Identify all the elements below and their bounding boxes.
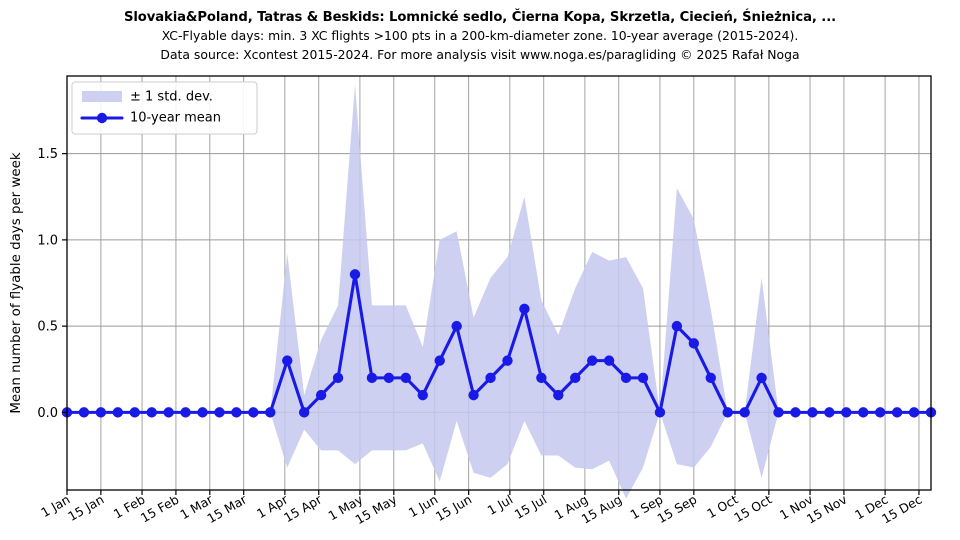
data-point xyxy=(197,407,208,418)
data-point xyxy=(858,407,869,418)
std-dev-band xyxy=(67,84,931,499)
data-point xyxy=(485,372,496,384)
data-point xyxy=(315,389,327,401)
x-tick-label: 1 Jul xyxy=(485,492,516,518)
x-tick-label: 15 Feb xyxy=(138,492,182,526)
x-tick-label: 15 Jun xyxy=(433,492,474,525)
data-point xyxy=(654,407,666,418)
chart-subtitle-2: Data source: Xcontest 2015-2024. For mor… xyxy=(160,46,800,62)
data-point xyxy=(586,355,598,366)
data-point xyxy=(671,320,683,332)
y-tick-label: 1.5 xyxy=(37,147,58,162)
data-point xyxy=(78,407,90,418)
data-point xyxy=(620,372,632,384)
legend-swatch-band xyxy=(82,91,122,102)
data-point xyxy=(519,303,530,315)
data-point xyxy=(95,407,107,418)
data-point xyxy=(739,407,750,418)
data-point xyxy=(129,407,140,418)
data-point xyxy=(417,389,428,401)
data-point xyxy=(553,389,564,401)
data-point xyxy=(112,407,124,418)
x-tick-label: 15 Jan xyxy=(65,492,106,524)
data-point xyxy=(451,320,462,332)
chart-header: Slovakia&Poland, Tatras & Beskids: Lomni… xyxy=(0,0,960,64)
data-point xyxy=(231,407,242,418)
x-tick-label: 15 Apr xyxy=(281,491,325,525)
data-point xyxy=(248,407,259,418)
plot-frame xyxy=(66,75,932,491)
legend-swatch-marker xyxy=(96,112,108,124)
data-point xyxy=(908,407,920,418)
data-point xyxy=(282,355,293,366)
data-point xyxy=(874,407,886,418)
data-point xyxy=(349,269,361,280)
data-point xyxy=(298,407,310,418)
y-axis-label: Mean number of flyable days per week xyxy=(9,152,24,413)
data-point xyxy=(603,355,615,366)
data-point xyxy=(756,372,767,384)
legend-label-band: ± 1 std. dev. xyxy=(130,90,213,105)
data-point xyxy=(214,407,225,418)
data-point xyxy=(637,372,649,384)
y-tick-label: 0.0 xyxy=(37,406,58,421)
data-point xyxy=(502,355,513,366)
mean-line xyxy=(65,272,933,414)
data-point xyxy=(807,407,818,418)
data-point xyxy=(688,338,700,349)
y-tick-label: 1.0 xyxy=(37,233,58,248)
x-tick-label: 15 Mar xyxy=(204,491,250,526)
data-point xyxy=(434,355,445,366)
data-point xyxy=(146,407,157,418)
y-axis: 0.0 0.5 1.0 1.5 xyxy=(37,147,67,421)
legend: ± 1 std. dev. 10-year mean xyxy=(71,81,258,135)
data-point xyxy=(722,407,733,418)
data-point xyxy=(468,389,479,401)
data-point xyxy=(163,407,174,418)
y-tick-label: 0.5 xyxy=(37,320,58,335)
legend-label-mean: 10-year mean xyxy=(130,111,221,126)
data-point xyxy=(180,407,191,418)
data-point xyxy=(400,372,412,384)
data-point xyxy=(790,407,801,418)
data-point xyxy=(265,407,276,418)
data-point xyxy=(332,372,344,384)
x-tick-label: 15 Oct xyxy=(731,492,774,526)
data-point xyxy=(570,372,581,384)
chart-subtitle-1: XC-Flyable days: min. 3 XC flights >100 … xyxy=(161,28,799,44)
data-point xyxy=(824,407,835,418)
data-point xyxy=(891,407,903,418)
chart-title: Slovakia&Poland, Tatras & Beskids: Lomni… xyxy=(123,10,837,25)
data-point xyxy=(383,372,395,384)
data-point xyxy=(366,372,378,384)
data-point xyxy=(841,407,852,418)
x-tick-label: 15 Jul xyxy=(512,492,550,522)
data-point xyxy=(773,407,784,418)
x-tick-label: 15 Sep xyxy=(655,492,700,527)
data-point xyxy=(536,372,547,384)
data-point xyxy=(705,372,716,384)
